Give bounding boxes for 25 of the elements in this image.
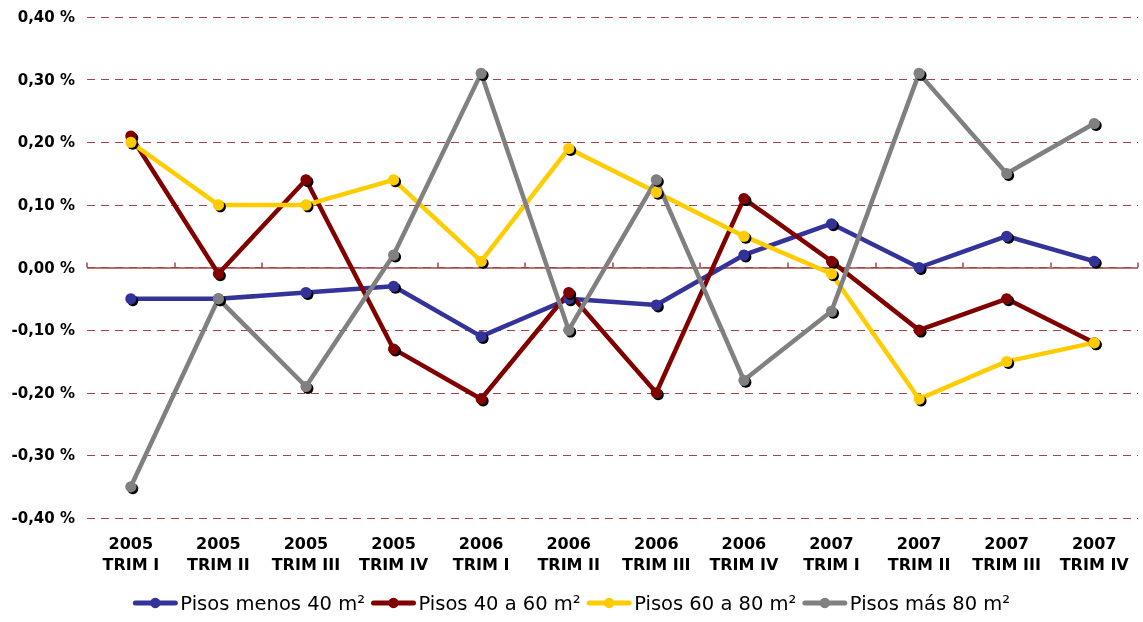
x-tick-label: 2005 TRIM III bbox=[271, 534, 341, 574]
y-tick-label: -0,30 % bbox=[11, 446, 75, 465]
x-tick-label: 2007 TRIM IV bbox=[1059, 534, 1130, 574]
y-tick-label: 0,00 % bbox=[17, 258, 75, 277]
y-tick-label: 0,20 % bbox=[17, 133, 75, 152]
y-tick-label: -0,40 % bbox=[11, 509, 75, 527]
x-tick-label: 2007 TRIM II bbox=[887, 534, 951, 574]
y-tick-label: -0,10 % bbox=[11, 321, 75, 340]
y-tick-label: 0,30 % bbox=[17, 70, 75, 89]
x-tick-label: 2006 TRIM II bbox=[537, 534, 601, 574]
y-tick-label: -0,20 % bbox=[11, 383, 75, 402]
legend-label: Pisos menos 40 m² bbox=[180, 591, 365, 615]
x-tick-label: 2005 TRIM IV bbox=[359, 534, 429, 574]
legend-label: Pisos más 80 m² bbox=[849, 591, 1011, 615]
x-tick-label: 2006 TRIM I bbox=[452, 534, 510, 574]
x-tick-label: 2007 TRIM III bbox=[972, 534, 1041, 574]
x-tick-label: 2005 TRIM I bbox=[102, 534, 160, 574]
x-tick-label: 2006 TRIM III bbox=[622, 534, 691, 574]
x-tick-label: 2005 TRIM II bbox=[187, 534, 250, 574]
y-tick-label: 0,40 % bbox=[17, 8, 75, 26]
x-tick-label: 2007 TRIM I bbox=[803, 534, 860, 574]
legend-label: Pisos 60 a 80 m² bbox=[634, 591, 797, 615]
x-tick-label: 2006 TRIM IV bbox=[709, 534, 779, 574]
legend-label: Pisos 40 a 60 m² bbox=[418, 591, 581, 615]
y-tick-label: 0,10 % bbox=[17, 195, 75, 214]
